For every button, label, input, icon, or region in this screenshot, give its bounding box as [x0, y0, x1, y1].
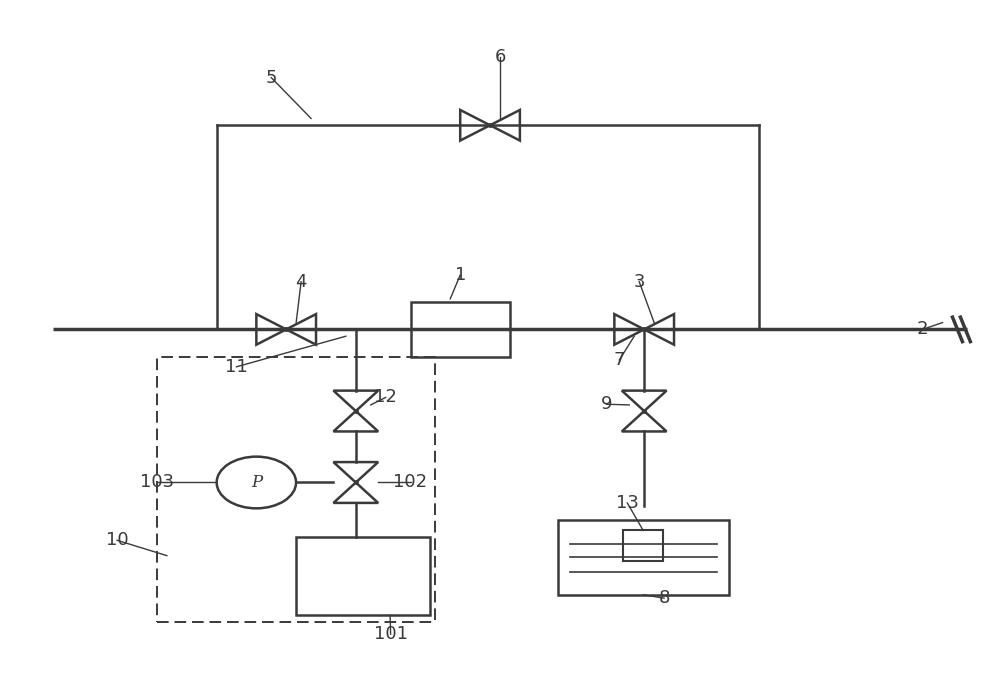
Bar — [296, 537, 430, 615]
Text: 7: 7 — [614, 351, 625, 369]
Text: 6: 6 — [494, 48, 506, 67]
Text: 11: 11 — [225, 358, 248, 376]
Text: 10: 10 — [106, 532, 128, 549]
Text: 4: 4 — [295, 273, 307, 291]
Text: 2: 2 — [917, 320, 928, 338]
Bar — [411, 302, 510, 357]
Text: 1: 1 — [455, 266, 466, 284]
Text: 101: 101 — [374, 625, 408, 643]
Bar — [558, 520, 729, 595]
Bar — [157, 357, 435, 622]
Text: 13: 13 — [616, 494, 639, 512]
Text: 9: 9 — [601, 395, 612, 413]
Text: 8: 8 — [658, 589, 670, 607]
Text: 12: 12 — [374, 388, 397, 406]
Text: P: P — [251, 474, 262, 491]
Text: 3: 3 — [633, 273, 645, 291]
Bar — [623, 530, 663, 561]
Text: 5: 5 — [266, 69, 277, 86]
Text: 103: 103 — [140, 473, 174, 491]
Text: 102: 102 — [393, 473, 428, 491]
